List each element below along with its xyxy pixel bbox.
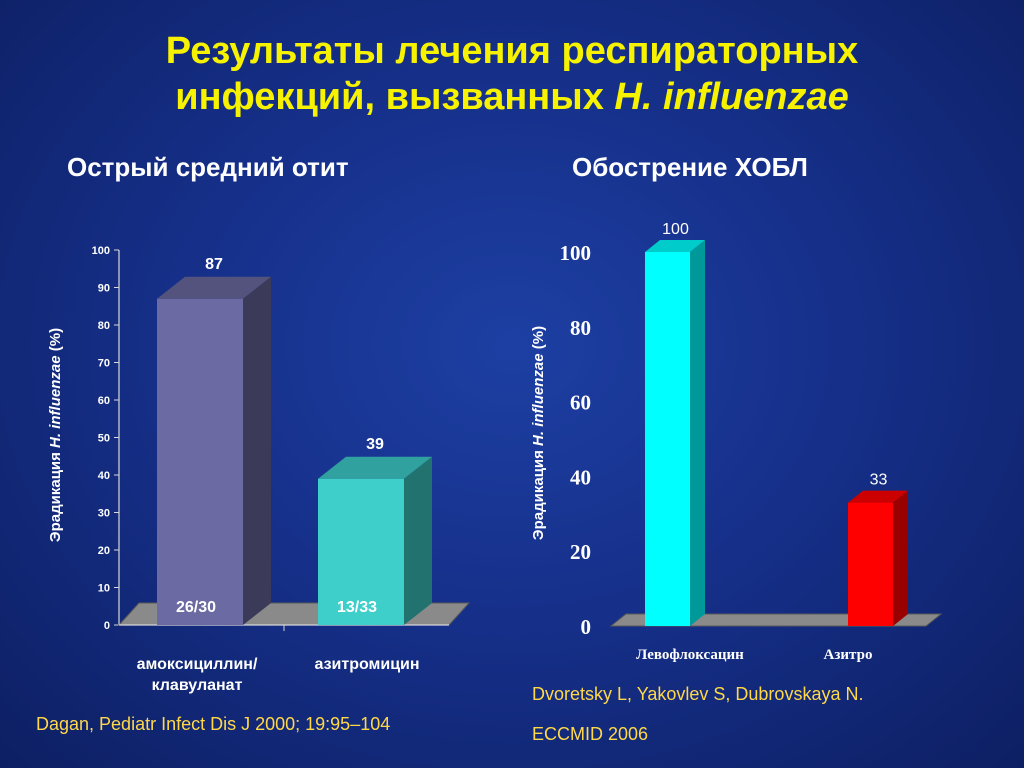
chart-1-y-tick-label: 50 xyxy=(98,433,110,445)
title-line-2: инфекций, вызванных H. influenzae xyxy=(0,74,1024,120)
chart-2-y-axis-label: Эрадикация H. influenzae (%) xyxy=(530,326,547,540)
chart-2-y-tick-label: 20 xyxy=(570,540,591,564)
chart-1-data-label: 39 xyxy=(366,436,384,453)
chart-1-y-tick-label: 0 xyxy=(104,620,110,632)
chart-2-bar-side xyxy=(893,490,908,626)
chart-1-y-tick-label: 90 xyxy=(98,283,110,295)
chart-1-y-tick-label: 60 xyxy=(98,395,110,407)
chart-2-data-label: 33 xyxy=(870,472,888,489)
chart-2-y-tick-label: 0 xyxy=(581,615,592,639)
chart-1-y-tick-label: 10 xyxy=(98,583,110,595)
chart-2-data-label: 100 xyxy=(662,221,689,238)
chart-1-y-tick-label: 70 xyxy=(98,358,110,370)
chart-1-y-tick-label: 20 xyxy=(98,545,110,557)
title-pathogen: H. influenzae xyxy=(614,76,849,118)
chart-2-bar-top xyxy=(848,490,908,503)
chart-1-bar-side xyxy=(243,276,271,625)
chart-1-category-label-0: амоксициллин/ клавуланат xyxy=(136,656,258,694)
chart-2-title: Обострение ХОБЛ xyxy=(572,152,808,182)
chart-1-inner-label: 13/33 xyxy=(337,599,377,616)
chart-1-y-tick-label: 30 xyxy=(98,508,110,520)
chart-1-bar-side xyxy=(404,456,432,625)
chart-1-bar xyxy=(318,478,404,625)
chart-1-category-label-1: азитромицин xyxy=(314,656,420,673)
reference-right-line-1: Dvoretsky L, Yakovlev S, Dubrovskaya N. xyxy=(532,684,864,704)
chart-2-category-label: Азитро xyxy=(824,647,873,663)
chart-1-inner-label: 26/30 xyxy=(176,599,216,616)
slide-title: Результаты лечения респираторных инфекци… xyxy=(0,28,1024,120)
chart-1-y-tick-label: 40 xyxy=(98,470,110,482)
title-line-2-text: инфекций, вызванных xyxy=(175,76,615,118)
chart-1-bar-top xyxy=(318,456,432,479)
chart-1-y-tick-label: 100 xyxy=(92,245,110,257)
chart-2-bar xyxy=(848,502,893,626)
title-line-1: Результаты лечения респираторных xyxy=(165,30,859,72)
chart-1-bar-top xyxy=(157,276,271,299)
chart-2-y-tick-label: 60 xyxy=(570,391,591,415)
chart-1-bar xyxy=(157,298,243,625)
chart-2-bar-top xyxy=(645,240,705,252)
chart-2-y-tick-label: 80 xyxy=(570,316,591,340)
chart-1-title: Острый средний отит xyxy=(67,152,349,182)
chart-2-y-tick-label: 100 xyxy=(560,241,592,265)
chart-1-data-label: 87 xyxy=(205,256,223,273)
reference-right-line-2: ECCMID 2006 xyxy=(532,724,649,744)
chart-2-category-label: Левофлоксацин xyxy=(636,647,744,663)
chart-2-bar xyxy=(645,252,690,626)
chart-1-y-axis-label: Эрадикация H. influenzae (%) xyxy=(47,328,64,542)
chart-1-y-tick-label: 80 xyxy=(98,320,110,332)
chart-2-bar-side xyxy=(690,240,705,626)
reference-left: Dagan, Pediatr Infect Dis J 2000; 19:95–… xyxy=(36,714,391,734)
chart-2-y-tick-label: 40 xyxy=(570,465,591,489)
